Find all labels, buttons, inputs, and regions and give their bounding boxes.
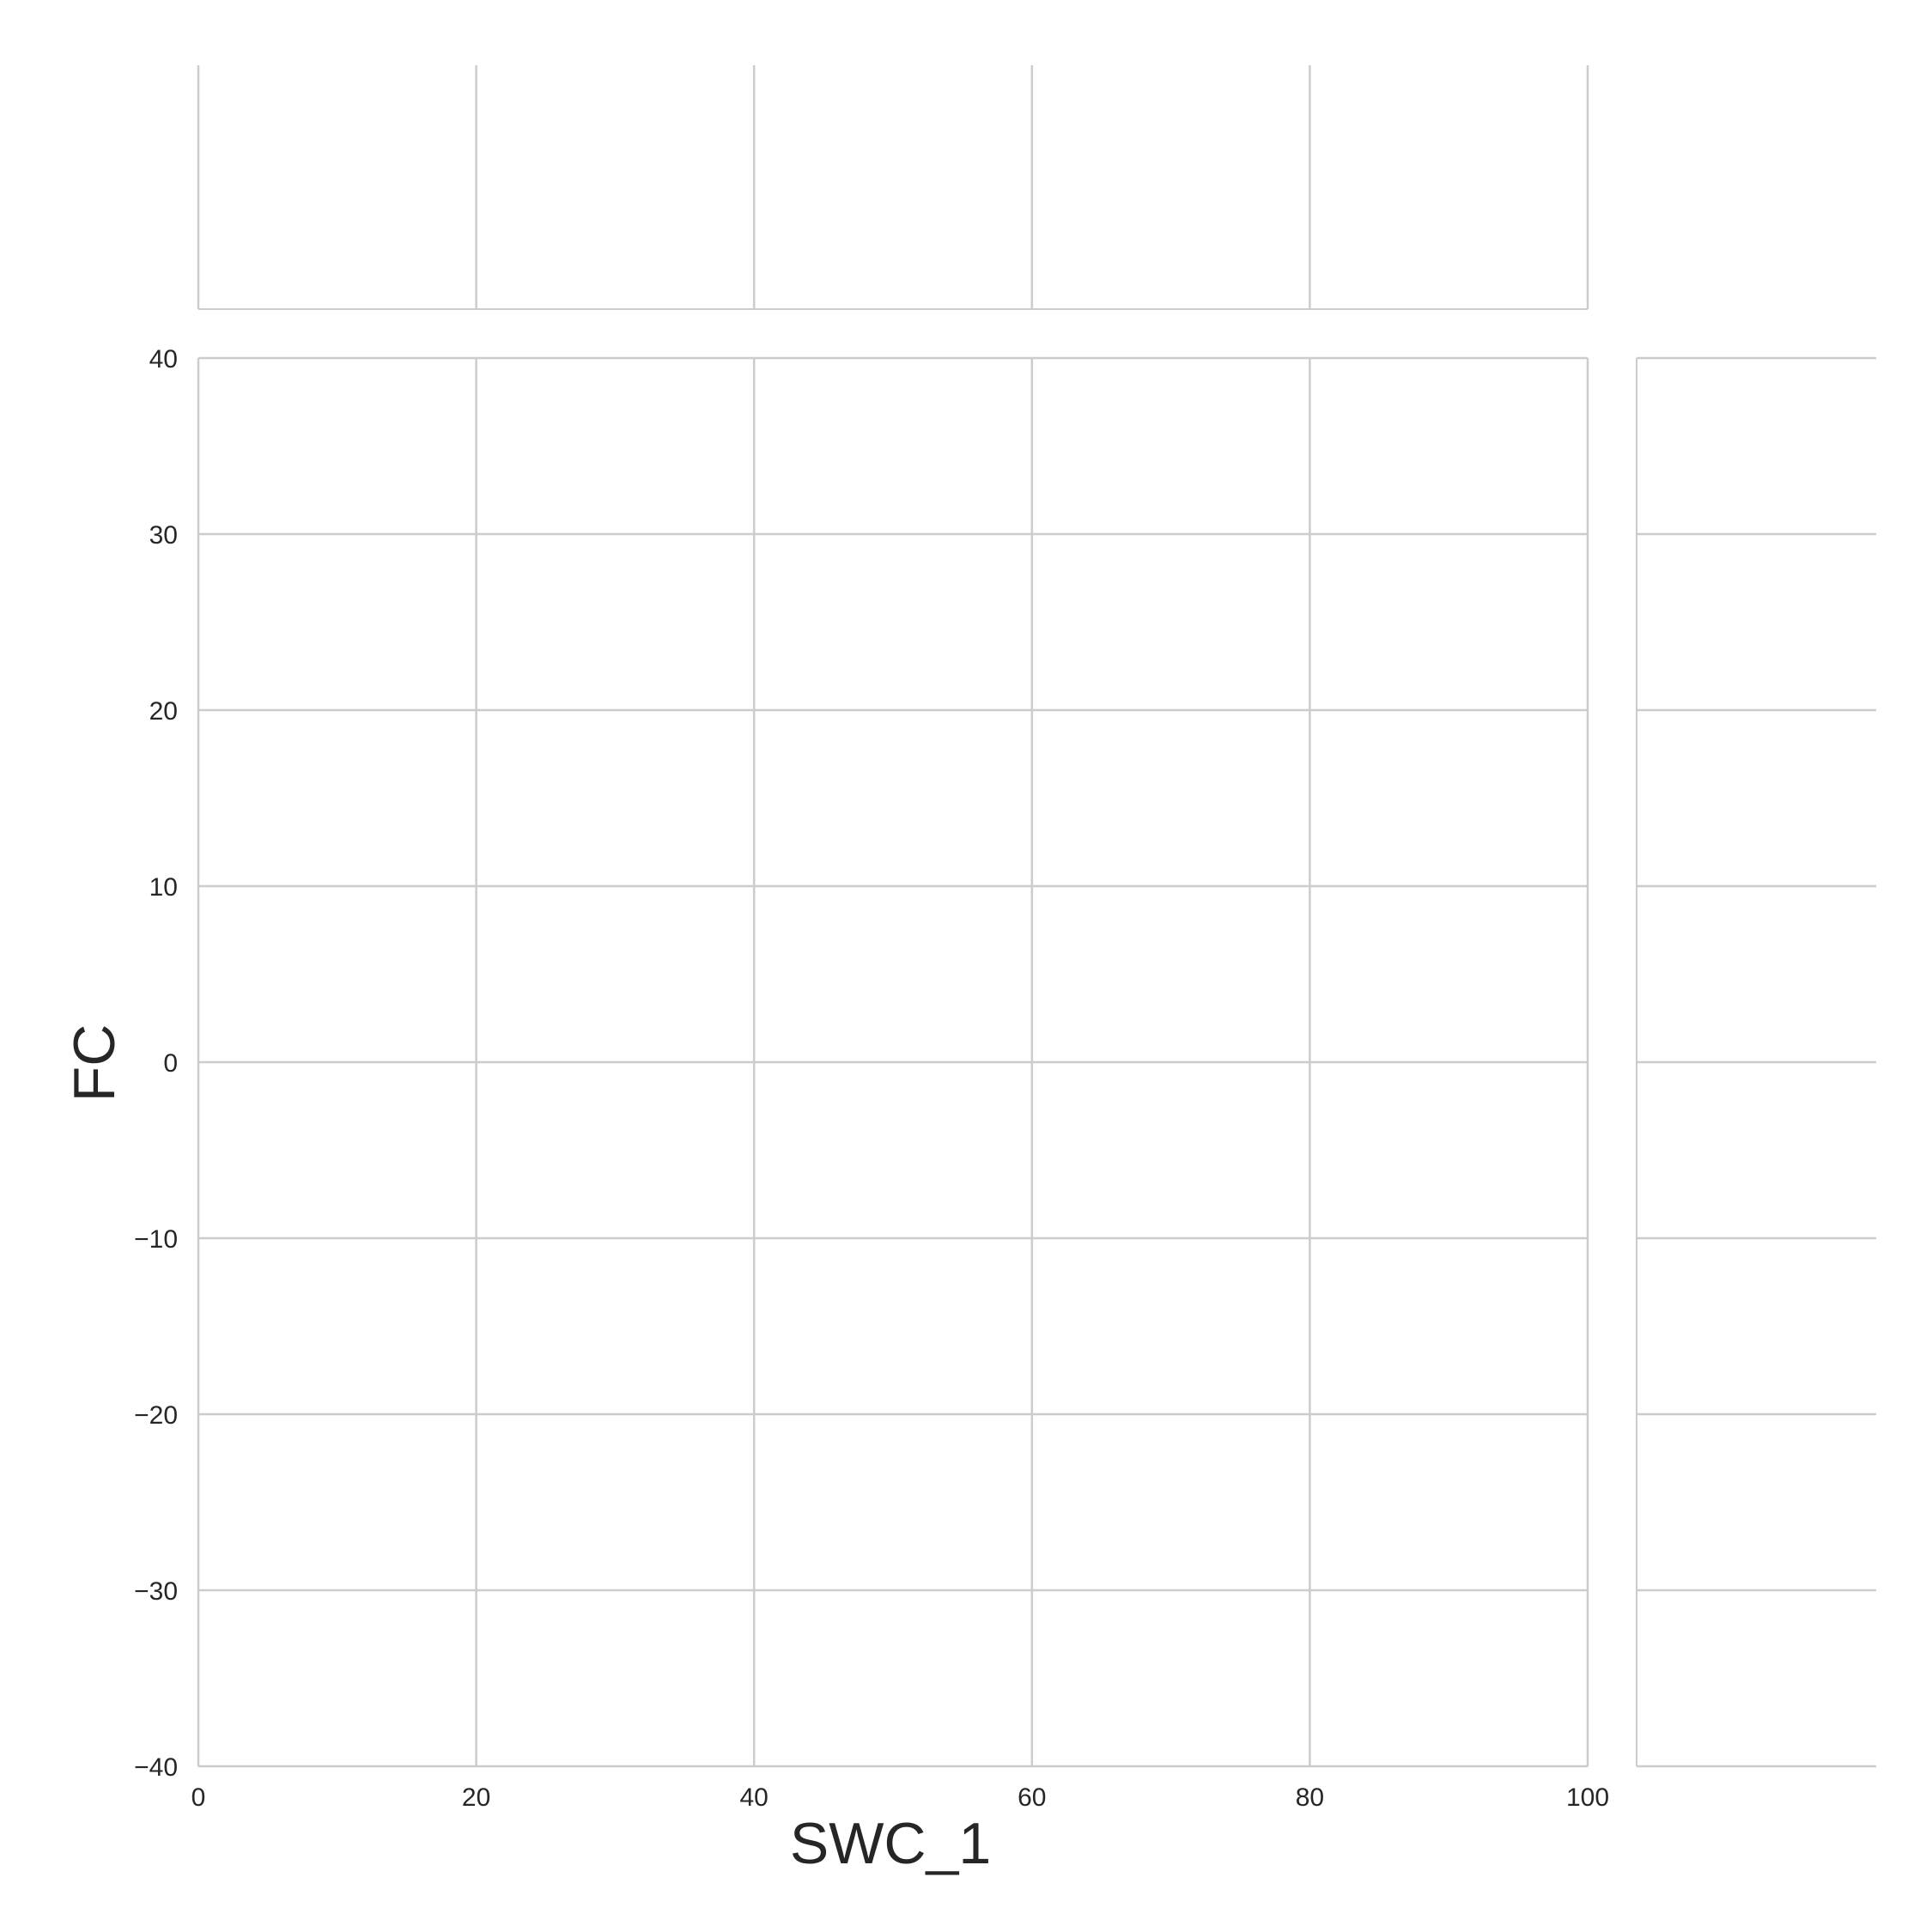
y-tick-label: 30 bbox=[149, 521, 178, 550]
x-tick-label: 60 bbox=[1018, 1783, 1046, 1812]
marginal-y-panel bbox=[1636, 356, 1876, 1768]
y-tick-label: −10 bbox=[134, 1225, 178, 1254]
y-tick-label: −20 bbox=[134, 1401, 178, 1430]
y-axis-label: FC bbox=[62, 1024, 127, 1103]
x-tick-label: 20 bbox=[462, 1783, 490, 1812]
y-tick-label: 10 bbox=[149, 873, 178, 902]
y-tick-label: −40 bbox=[134, 1753, 178, 1782]
x-axis-label: SWC_1 bbox=[790, 1811, 991, 1876]
y-tick-label: 0 bbox=[163, 1049, 178, 1078]
x-tick-label: 80 bbox=[1296, 1783, 1324, 1812]
x-tick-label: 100 bbox=[1566, 1783, 1609, 1812]
y-tick-label: 40 bbox=[149, 345, 178, 374]
marginal-x-panel bbox=[197, 65, 1589, 310]
x-tick-label: 0 bbox=[191, 1783, 206, 1812]
joint-panel: 0 20 40 60 80 100 −40 −30 −20 −10 0 10 20 30 40 bbox=[134, 345, 1609, 1812]
y-tick-label: −30 bbox=[134, 1577, 178, 1606]
x-tick-label: 40 bbox=[740, 1783, 769, 1812]
y-tick-label: 20 bbox=[149, 697, 178, 726]
